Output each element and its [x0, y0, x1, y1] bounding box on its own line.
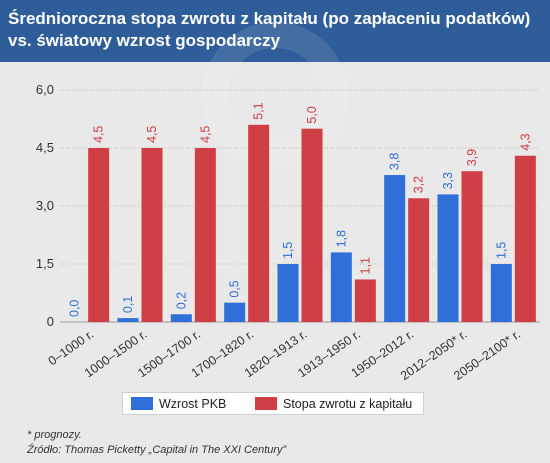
- footnote-forecast: * prognozy.: [27, 429, 82, 441]
- bar-stopa-zwrotu: [354, 279, 376, 322]
- data-label: 0,1: [121, 296, 135, 313]
- legend-label-wzrost-pkb: Wzrost PKB: [159, 396, 227, 411]
- legend: Wzrost PKB Stopa zwrotu z kapitału: [122, 392, 424, 415]
- data-label: 3,8: [388, 153, 402, 170]
- data-label: 5,1: [252, 102, 266, 119]
- bar-wzrost-pkb: [330, 252, 352, 322]
- data-label: 0,0: [68, 300, 82, 317]
- data-label: 4,3: [518, 133, 532, 150]
- data-label: 4,5: [92, 126, 106, 143]
- chart-title-line-2: vs. światowy wzrost gospodarczy: [8, 31, 281, 50]
- y-tick-label: 4,5: [36, 140, 54, 155]
- bar-stopa-zwrotu: [301, 128, 323, 322]
- bar-wzrost-pkb: [277, 264, 299, 322]
- data-label: 3,3: [441, 172, 455, 189]
- legend-label-stopa-zwrotu: Stopa zwrotu z kapitału: [283, 396, 413, 411]
- y-tick-label: 0: [47, 314, 54, 329]
- bar-stopa-zwrotu: [461, 171, 483, 322]
- legend-item-stopa-zwrotu: Stopa zwrotu z kapitału: [255, 393, 412, 414]
- bar-chart: 01,53,04,56,00,04,50–1000 r.0,14,51000–1…: [36, 82, 540, 383]
- bar-stopa-zwrotu: [141, 148, 163, 322]
- data-label: 0,2: [174, 292, 188, 309]
- bar-wzrost-pkb: [224, 302, 246, 322]
- legend-swatch-blue: [131, 397, 153, 410]
- data-label: 1,5: [494, 242, 508, 259]
- data-label: 1,5: [281, 242, 295, 259]
- data-label: 1,1: [358, 257, 372, 274]
- chart-title-line-1: Średnioroczna stopa zwrotu z kapitału (p…: [8, 9, 531, 28]
- bar-wzrost-pkb: [384, 175, 406, 322]
- bar-wzrost-pkb: [117, 318, 139, 322]
- bar-stopa-zwrotu: [408, 198, 430, 322]
- bar-stopa-zwrotu: [194, 148, 216, 322]
- bar-wzrost-pkb: [490, 264, 512, 322]
- data-label: 5,0: [305, 106, 319, 123]
- bar-wzrost-pkb: [437, 194, 459, 322]
- title-bar: Średnioroczna stopa zwrotu z kapitału (p…: [0, 0, 550, 62]
- legend-swatch-red: [255, 397, 277, 410]
- y-tick-label: 3,0: [36, 198, 54, 213]
- bar-wzrost-pkb: [170, 314, 192, 322]
- bar-stopa-zwrotu: [248, 124, 270, 322]
- y-tick-label: 6,0: [36, 82, 54, 97]
- data-label: 3,9: [465, 149, 479, 166]
- data-label: 4,5: [145, 126, 159, 143]
- data-label: 4,5: [198, 126, 212, 143]
- data-label: 1,8: [334, 230, 348, 247]
- bar-stopa-zwrotu: [88, 148, 110, 322]
- data-label: 3,2: [412, 176, 426, 193]
- bar-stopa-zwrotu: [514, 155, 536, 322]
- footnote-source: Źródło: Thomas Picketty „Capital in The …: [27, 444, 287, 456]
- data-label: 0,5: [228, 280, 242, 297]
- watermark-logo-icon: [202, 22, 348, 168]
- y-tick-label: 1,5: [36, 256, 54, 271]
- legend-item-wzrost-pkb: Wzrost PKB: [131, 393, 226, 414]
- x-tick-label: 0–1000 r.: [46, 327, 97, 368]
